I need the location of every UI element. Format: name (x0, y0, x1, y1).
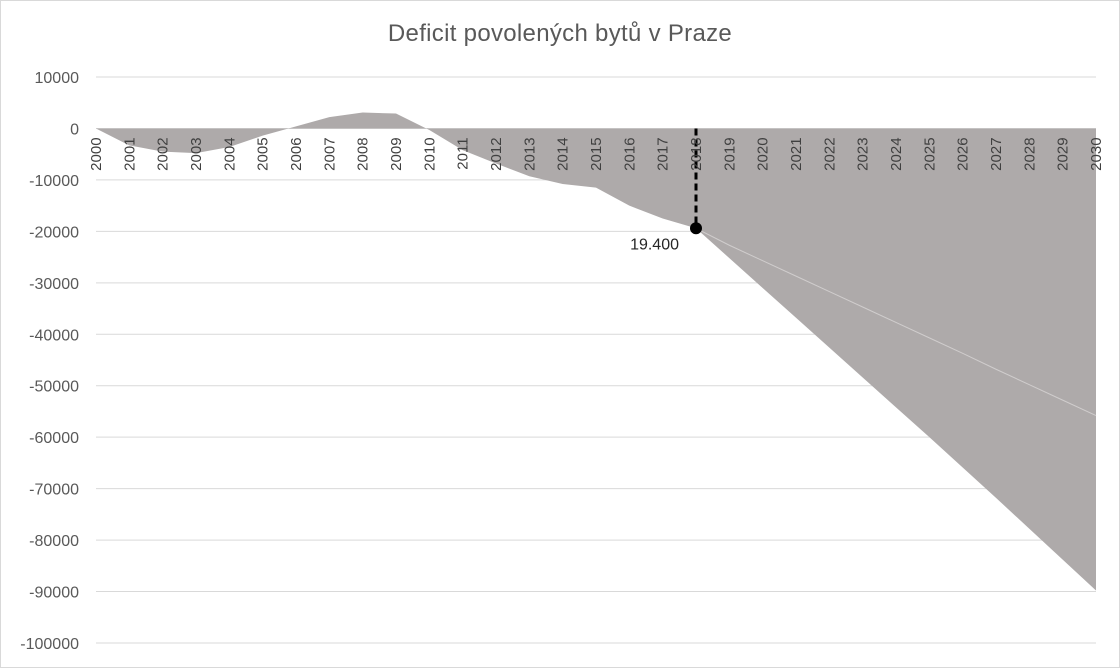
y-tick-label: -90000 (29, 585, 79, 602)
x-tick-label: 2007 (321, 137, 338, 170)
x-tick-label: 2013 (521, 137, 538, 170)
x-tick-label: 2018 (688, 137, 705, 170)
x-tick-label: 2017 (655, 137, 672, 170)
x-tick-label: 2003 (188, 137, 205, 170)
x-tick-label: 2022 (821, 137, 838, 170)
x-tick-label: 2001 (121, 137, 138, 170)
y-tick-label: -10000 (29, 173, 79, 190)
annotations: 19.400 (630, 128, 702, 253)
x-tick-label: 2012 (488, 137, 505, 170)
y-axis-ticks: 10000 0 -10000 -20000 -30000 -40000 -50000 -600… (20, 70, 79, 653)
x-tick-label: 2027 (988, 137, 1005, 170)
y-tick-label: -60000 (29, 430, 79, 447)
x-tick-label: 2004 (221, 137, 238, 170)
y-tick-label: -70000 (29, 482, 79, 499)
x-tick-label: 2019 (721, 137, 738, 170)
x-tick-label: 2008 (355, 137, 372, 170)
scenario-divider-line (695, 227, 1097, 417)
annotation-marker (690, 222, 702, 235)
area-series-3 (696, 128, 1096, 591)
x-tick-label: 2009 (388, 137, 405, 170)
x-tick-label: 2005 (255, 137, 272, 170)
x-tick-label: 2006 (288, 137, 305, 170)
x-tick-label: 2010 (421, 137, 438, 170)
y-tick-label: -80000 (29, 533, 79, 550)
y-tick-label: -40000 (29, 327, 79, 344)
x-tick-label: 2025 (921, 137, 938, 170)
y-tick-label: -50000 (29, 379, 79, 396)
x-tick-label: 2021 (788, 137, 805, 170)
x-tick-label: 2014 (555, 137, 572, 170)
y-tick-label: 10000 (35, 70, 80, 87)
x-tick-label: 2026 (955, 137, 972, 170)
x-tick-label: 2023 (855, 137, 872, 170)
chart-title: Deficit povolených bytů v Praze (387, 20, 733, 47)
x-tick-label: 2016 (621, 137, 638, 170)
x-axis-ticks: 2000 2001 2002 2003 2004 2005 2006 2007 2008 2009… (88, 137, 1105, 170)
x-tick-label: 2011 (455, 137, 472, 169)
x-tick-label: 2024 (888, 137, 905, 170)
area-series (96, 112, 1097, 591)
x-tick-label: 2030 (1088, 137, 1105, 170)
x-tick-label: 2020 (755, 137, 772, 170)
x-tick-label: 2000 (88, 137, 105, 170)
x-tick-label: 2029 (1055, 137, 1072, 170)
x-tick-label: 2002 (155, 137, 172, 170)
annotation-label: 19.400 (630, 236, 679, 253)
x-tick-label: 2028 (1021, 137, 1038, 170)
y-tick-label: 0 (70, 121, 79, 138)
y-tick-label: -20000 (29, 224, 79, 241)
y-tick-label: -100000 (20, 636, 79, 653)
x-tick-label: 2015 (588, 137, 605, 170)
y-tick-label: -30000 (29, 276, 79, 293)
